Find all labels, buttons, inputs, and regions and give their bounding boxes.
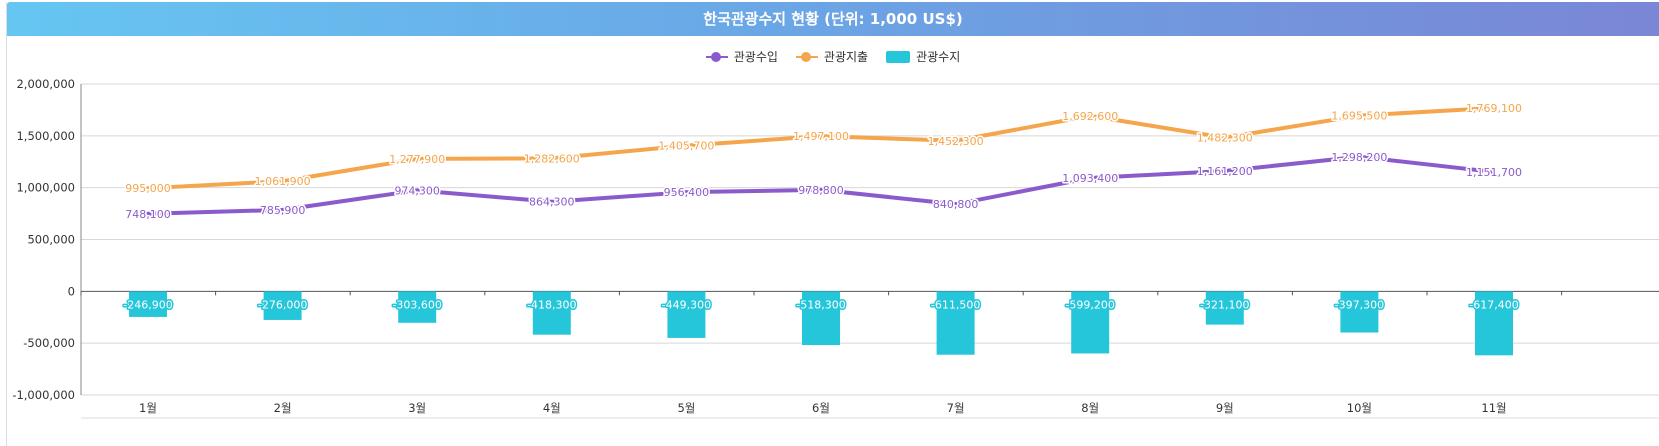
data-label: 956,400: [664, 186, 710, 199]
data-label: -617,400: [1469, 298, 1518, 311]
chart-panel: 한국관광수지 현황 (단위: 1,000 US$) 관광수입 관광지출 관광수지…: [6, 2, 1659, 446]
data-label: 1,482,300: [1197, 132, 1253, 145]
legend-item-expense[interactable]: 관광지출: [795, 48, 869, 65]
data-label: 1,405,700: [658, 140, 714, 153]
data-label: -611,500: [931, 298, 980, 311]
bar: [667, 291, 706, 338]
legend: 관광수입 관광지출 관광수지: [7, 48, 1659, 65]
bar: [1071, 291, 1110, 354]
x-tick-label: 11월: [1481, 401, 1506, 415]
data-label: -276,000: [258, 298, 307, 311]
chart-title: 한국관광수지 현황 (단위: 1,000 US$): [7, 2, 1659, 36]
bar: [129, 291, 167, 317]
bar: [1205, 291, 1244, 325]
legend-item-balance[interactable]: 관광수지: [886, 48, 960, 65]
legend-swatch-income: [705, 51, 728, 62]
legend-swatch-expense: [795, 51, 818, 62]
data-label: 1,497,100: [793, 130, 849, 143]
data-label: 1,695,500: [1331, 110, 1387, 123]
data-label: 974,300: [394, 184, 440, 197]
x-tick-label: 6월: [812, 401, 830, 415]
bar: [1340, 291, 1379, 333]
legend-label-balance: 관광수지: [916, 50, 961, 64]
data-label: 1,061,900: [255, 175, 311, 188]
data-label: 785,900: [260, 204, 306, 217]
y-tick-label: 1,500,000: [16, 129, 75, 143]
bar: [398, 291, 437, 323]
x-tick-label: 10월: [1347, 401, 1372, 415]
series-line: [146, 105, 1496, 191]
y-tick-label: 0: [68, 284, 75, 298]
data-label: 748,100: [125, 208, 171, 221]
bar: [263, 291, 302, 320]
data-label: 1,161,200: [1197, 165, 1253, 178]
data-label: -449,300: [662, 298, 711, 311]
x-tick-label: 8월: [1081, 401, 1099, 415]
data-label: 1,692,600: [1062, 110, 1118, 123]
x-tick-label: 5월: [677, 401, 695, 415]
data-label: -599,200: [1065, 298, 1114, 311]
y-tick-label: 1,000,000: [16, 181, 75, 195]
x-tick-label: 3월: [408, 401, 426, 415]
bar: [936, 291, 975, 355]
data-label: 864,300: [529, 196, 575, 209]
y-tick-label: 500,000: [27, 233, 75, 247]
data-label: 995,000: [125, 182, 171, 195]
chart-plot: 2,000,000 1,500,000 1,000,000 500,000 0 -500,…: [12, 77, 1659, 419]
y-tick-label: 2,000,000: [16, 77, 75, 91]
legend-item-income[interactable]: 관광수입: [705, 48, 778, 65]
x-tick-label: 2월: [274, 401, 292, 415]
data-label: 1,452,300: [928, 135, 984, 148]
data-label: 1,298,200: [1331, 151, 1387, 164]
data-label: 1,093,400: [1062, 172, 1118, 185]
legend-swatch-balance: [886, 50, 911, 63]
data-label: -518,300: [796, 298, 845, 311]
data-label: 840,800: [933, 198, 979, 211]
y-tick-label: -1,000,000: [12, 388, 75, 402]
bar: [532, 291, 571, 335]
bar: [1475, 291, 1513, 356]
y-tick-label: -500,000: [23, 336, 75, 350]
data-label: -397,300: [1335, 298, 1384, 311]
data-label: -418,300: [527, 298, 576, 311]
series-line: [146, 154, 1496, 216]
x-tick-label: 9월: [1216, 401, 1234, 415]
data-label: 1,282,600: [524, 152, 580, 165]
data-label: 978,800: [798, 184, 844, 197]
data-label: 1,151,700: [1466, 166, 1522, 179]
x-tick-label: 1월: [139, 401, 157, 415]
data-label: 1,277,900: [389, 153, 445, 166]
x-tick-label: 7월: [947, 401, 965, 415]
legend-label-expense: 관광지출: [823, 50, 869, 64]
x-tick-label: 4월: [543, 401, 561, 415]
bar: [802, 291, 840, 346]
legend-label-income: 관광수입: [733, 50, 778, 64]
data-label: -246,900: [123, 298, 172, 311]
data-label: -303,600: [392, 298, 441, 311]
data-label: 1,769,100: [1466, 102, 1522, 115]
data-label: -321,100: [1200, 298, 1249, 311]
